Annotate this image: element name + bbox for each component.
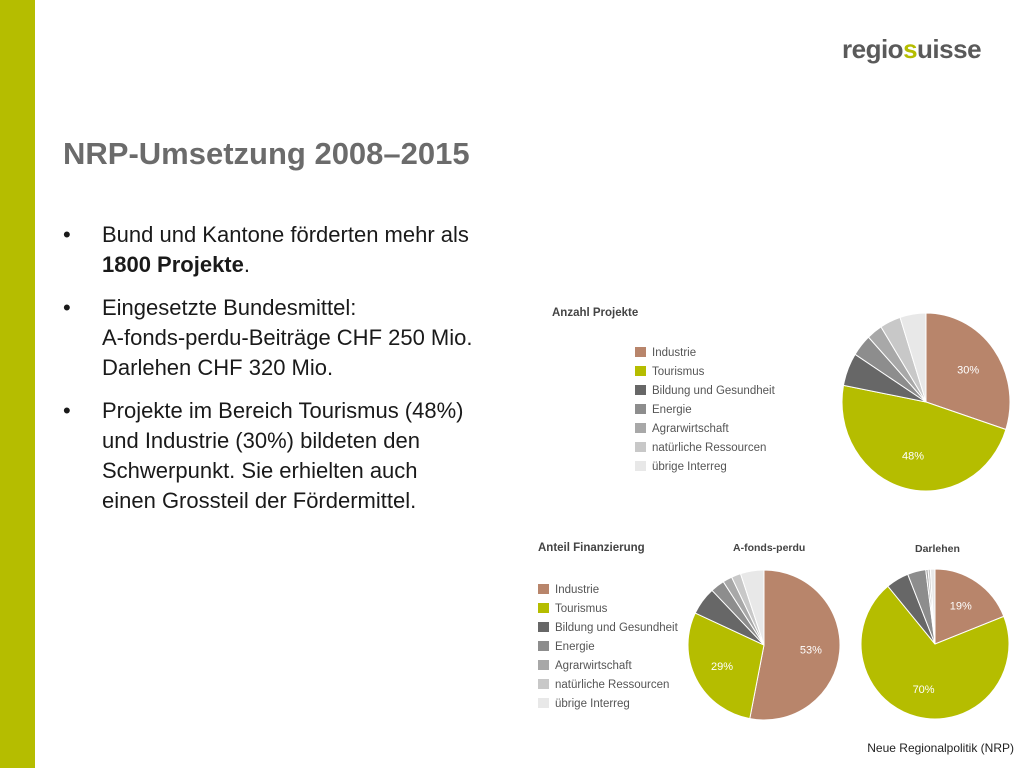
legend-swatch — [538, 698, 549, 708]
legend-swatch — [635, 385, 646, 395]
chart-title-a-fonds-perdu: A-fonds-perdu — [733, 542, 806, 554]
footer-text: Neue Regionalpolitik (NRP) — [867, 741, 1014, 755]
legend-swatch — [635, 404, 646, 414]
bullet-line: und Industrie (30%) bildeten den — [102, 428, 420, 453]
bullet-line: 1800 Projekte. — [102, 252, 250, 277]
bullet-marker: • — [63, 295, 71, 320]
regiosuisse-logo: regiosuisse — [842, 34, 982, 65]
pie-slice-tourismus — [687, 612, 765, 720]
logo-text-right: uisse — [917, 34, 982, 64]
pie-chart-a-fonds-perdu: 53% 29% — [687, 569, 841, 721]
pie-data-label: 30% — [957, 365, 979, 377]
legend-item: natürliche Ressourcen — [538, 678, 678, 697]
legend-swatch — [538, 622, 549, 632]
page-title: NRP-Umsetzung 2008–2015 — [63, 136, 470, 171]
pie-data-label: 19% — [950, 601, 972, 613]
legend-label: Bildung und Gesundheit — [555, 622, 678, 634]
legend-swatch — [538, 584, 549, 594]
pie-slice-industrie — [925, 312, 1011, 431]
section-title-anteil-finanzierung: Anteil Finanzierung — [538, 542, 645, 554]
legend-label: Energie — [555, 641, 595, 653]
legend-item: Industrie — [635, 346, 775, 365]
legend-swatch — [635, 461, 646, 471]
legend-top: Industrie Tourismus Bildung und Gesundheit… — [635, 346, 775, 479]
legend-item: Industrie — [538, 583, 678, 602]
section-title-anzahl-projekte: Anzahl Projekte — [552, 307, 639, 319]
chart-title-darlehen: Darlehen — [915, 543, 960, 555]
pie-slice-übrige-interreg — [739, 569, 765, 646]
legend-swatch — [635, 442, 646, 452]
bullet-item: • Projekte im Bereich Tourismus (48%) un… — [63, 396, 543, 516]
legend-item: natürliche Ressourcen — [635, 441, 775, 460]
legend-item: Bildung und Gesundheit — [538, 621, 678, 640]
bullet-line: A-fonds-perdu-Beiträge CHF 250 Mio. — [102, 325, 473, 350]
bullet-line: Projekte im Bereich Tourismus (48%) — [102, 398, 464, 423]
legend-item: Energie — [635, 403, 775, 422]
logo-mark: s — [903, 34, 918, 64]
legend-swatch — [538, 641, 549, 651]
legend-label: Industrie — [652, 347, 697, 359]
pie-chart-darlehen: 19% 70% — [860, 568, 1010, 720]
bullet-line: einen Grossteil der Fördermittel. — [102, 488, 417, 513]
bullet-item: • Bund und Kantone förderten mehr als 18… — [63, 220, 543, 280]
bullet-marker: • — [63, 398, 71, 423]
pie-data-label: 70% — [913, 684, 935, 696]
legend-label: natürliche Ressourcen — [652, 442, 767, 454]
pie-chart-anzahl-projekte: 30% 48% — [841, 312, 1011, 492]
legend-swatch — [635, 347, 646, 357]
legend-label: übrige Interreg — [652, 461, 727, 473]
bullet-line: Bund und Kantone förderten mehr als — [102, 222, 469, 247]
bullet-item: • Eingesetzte Bundesmittel: A-fonds-perd… — [63, 293, 543, 383]
legend-label: Agrarwirtschaft — [652, 423, 729, 435]
legend-label: Energie — [652, 404, 692, 416]
legend-label: natürliche Ressourcen — [555, 679, 670, 691]
bullet-line: Darlehen CHF 320 Mio. — [102, 355, 334, 380]
pie-slice-tourismus — [841, 384, 1007, 492]
legend-swatch — [538, 603, 549, 613]
legend-item: übrige Interreg — [635, 460, 775, 479]
pie-slice-tourismus — [860, 585, 1010, 720]
legend-item: übrige Interreg — [538, 697, 678, 716]
legend-label: Bildung und Gesundheit — [652, 385, 775, 397]
pie-slice-industrie — [749, 569, 841, 721]
legend-item: Energie — [538, 640, 678, 659]
legend-item: Agrarwirtschaft — [538, 659, 678, 678]
pie-slice-übrige-interreg — [899, 312, 927, 403]
pie-slice-übrige-interreg — [929, 568, 936, 645]
legend-label: Agrarwirtschaft — [555, 660, 632, 672]
bullet-line: Eingesetzte Bundesmittel: — [102, 295, 357, 320]
legend-swatch — [635, 423, 646, 433]
bullet-line: Schwerpunkt. Sie erhielten auch — [102, 458, 418, 483]
legend-label: Industrie — [555, 584, 600, 596]
pie-slice-industrie — [934, 568, 1005, 645]
pie-data-label: 29% — [711, 661, 733, 673]
logo-text-left: regio — [842, 34, 904, 64]
legend-swatch — [538, 679, 549, 689]
accent-sidebar — [0, 0, 35, 768]
legend-label: Tourismus — [555, 603, 608, 615]
pie-data-label: 53% — [800, 644, 822, 656]
legend-bottom: Industrie Tourismus Bildung und Gesundheit… — [538, 583, 678, 716]
legend-item: Tourismus — [635, 365, 775, 384]
legend-swatch — [635, 366, 646, 376]
legend-item: Bildung und Gesundheit — [635, 384, 775, 403]
legend-label: übrige Interreg — [555, 698, 630, 710]
bullet-list: • Bund und Kantone förderten mehr als 18… — [63, 220, 543, 529]
legend-label: Tourismus — [652, 366, 705, 378]
legend-item: Tourismus — [538, 602, 678, 621]
bullet-marker: • — [63, 222, 71, 247]
legend-swatch — [538, 660, 549, 670]
legend-item: Agrarwirtschaft — [635, 422, 775, 441]
pie-data-label: 48% — [902, 450, 924, 462]
bullet-emphasis: 1800 Projekte — [102, 252, 244, 277]
